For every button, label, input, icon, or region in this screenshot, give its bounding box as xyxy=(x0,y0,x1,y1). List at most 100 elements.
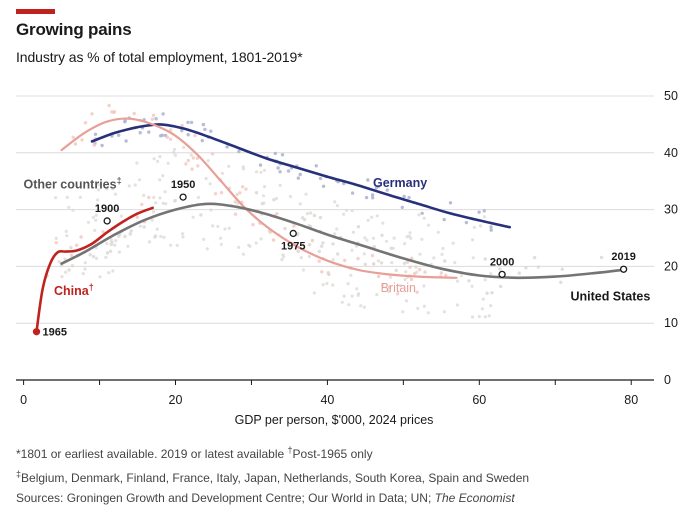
chart-subtitle: Industry as % of total employment, 1801-… xyxy=(16,49,303,65)
scatter-point xyxy=(402,194,406,199)
scatter-point-other xyxy=(335,204,339,208)
scatter-point xyxy=(132,111,136,116)
scatter-point-other xyxy=(472,225,476,229)
annotation-marker-1965 xyxy=(32,328,41,336)
series-label-britain: Britain xyxy=(381,281,416,295)
scatter-point-other xyxy=(259,237,263,241)
scatter-point-other xyxy=(278,183,282,187)
scatter-points xyxy=(45,103,604,319)
scatter-point-other xyxy=(107,271,111,275)
scatter-point-other xyxy=(211,224,215,228)
scatter-point xyxy=(400,205,404,210)
footnote-2: ‡Belgium, Denmark, Finland, France, Ital… xyxy=(16,464,529,488)
scatter-point-other xyxy=(104,255,108,259)
scatter-point xyxy=(407,195,411,200)
scatter-point xyxy=(272,198,276,202)
scatter-point-other xyxy=(420,237,424,241)
scatter-point-other xyxy=(375,293,379,297)
scatter-point-other xyxy=(173,153,177,157)
scatter-point-other xyxy=(483,278,487,282)
scatter-point xyxy=(278,170,282,174)
scatter-point xyxy=(532,255,537,260)
scatter-point-other xyxy=(403,278,407,282)
x-tick-label-80: 80 xyxy=(624,393,638,407)
scatter-point xyxy=(483,257,487,261)
scatter-point-other xyxy=(365,238,369,242)
scatter-point xyxy=(524,266,528,270)
sources-text: Sources: Groningen Growth and Developmen… xyxy=(16,491,435,505)
sources-publication: The Economist xyxy=(434,491,515,505)
scatter-point-other xyxy=(206,159,210,163)
scatter-point-other xyxy=(331,258,335,262)
scatter-point xyxy=(280,153,285,157)
scatter-point xyxy=(101,230,105,234)
scatter-point-other xyxy=(309,211,313,215)
scatter-point xyxy=(90,112,94,116)
scatter-point xyxy=(343,258,347,263)
scatter-point xyxy=(318,215,323,220)
scatter-point-other xyxy=(96,198,100,202)
scatter-point xyxy=(321,184,326,188)
scatter-point xyxy=(410,256,414,260)
scatter-point-other xyxy=(181,235,185,239)
scatter-point-other xyxy=(158,178,162,182)
scatter-point xyxy=(196,164,200,168)
annotation-label-1900: 1900 xyxy=(95,203,119,215)
scatter-point xyxy=(499,284,503,289)
scatter-point-other xyxy=(355,287,359,291)
scatter-point xyxy=(193,133,197,138)
series-label-china: China† xyxy=(54,282,94,298)
scatter-point xyxy=(442,217,446,222)
scatter-point-other xyxy=(126,244,130,248)
axes: 0 10 20 30 40 50 0 20 40 60 80 GDP per person, $'00… xyxy=(16,89,678,427)
scatter-point xyxy=(489,225,493,229)
scatter-point xyxy=(108,249,113,253)
scatter-point xyxy=(444,273,448,277)
series-lines xyxy=(35,117,625,333)
scatter-point-other xyxy=(298,202,302,206)
scatter-point-other xyxy=(340,300,344,304)
scatter-point xyxy=(191,156,195,160)
scatter-point-other xyxy=(254,241,258,245)
scatter-point xyxy=(371,196,375,200)
scatter-point-other xyxy=(482,215,486,219)
scatter-point-other xyxy=(156,159,160,163)
scatter-point xyxy=(195,156,200,160)
scatter-point-other xyxy=(325,281,329,286)
scatter-point xyxy=(254,191,259,195)
gridlines xyxy=(16,95,654,324)
footnotes: *1801 or earliest available. 2019 or lat… xyxy=(16,440,529,508)
scatter-point-other xyxy=(220,171,224,175)
scatter-point-other xyxy=(67,205,71,209)
scatter-point-other xyxy=(478,224,483,228)
scatter-point xyxy=(117,133,121,137)
scatter-point xyxy=(363,262,367,266)
scatter-point-other xyxy=(154,201,158,205)
scatter-point xyxy=(417,267,422,272)
footnote-sources: Sources: Groningen Growth and Developmen… xyxy=(16,488,529,508)
footnote-1-text: *1801 or earliest available. 2019 or lat… xyxy=(16,447,288,461)
scatter-point-other xyxy=(97,183,101,187)
scatter-point xyxy=(420,211,424,215)
scatter-point xyxy=(233,200,237,204)
scatter-point-other xyxy=(432,256,436,260)
scatter-point xyxy=(147,130,151,134)
scatter-point xyxy=(199,213,203,217)
scatter-point xyxy=(307,243,312,247)
annotation-label-1950: 1950 xyxy=(171,179,195,191)
scatter-point-other xyxy=(163,190,167,194)
scatter-point-other xyxy=(408,231,412,235)
scatter-point-other xyxy=(205,247,209,251)
scatter-point-other xyxy=(262,201,266,205)
scatter-point-other xyxy=(63,257,67,261)
scatter-point xyxy=(92,143,97,147)
scatter-point-other xyxy=(441,246,445,251)
scatter-point-other xyxy=(403,242,407,246)
scatter-point-other xyxy=(65,195,69,199)
scatter-point-other xyxy=(135,161,139,165)
scatter-point xyxy=(331,242,335,246)
scatter-point-other xyxy=(407,234,411,238)
scatter-point xyxy=(321,241,325,245)
scatter-point-other xyxy=(109,238,113,242)
scatter-point xyxy=(154,117,158,121)
